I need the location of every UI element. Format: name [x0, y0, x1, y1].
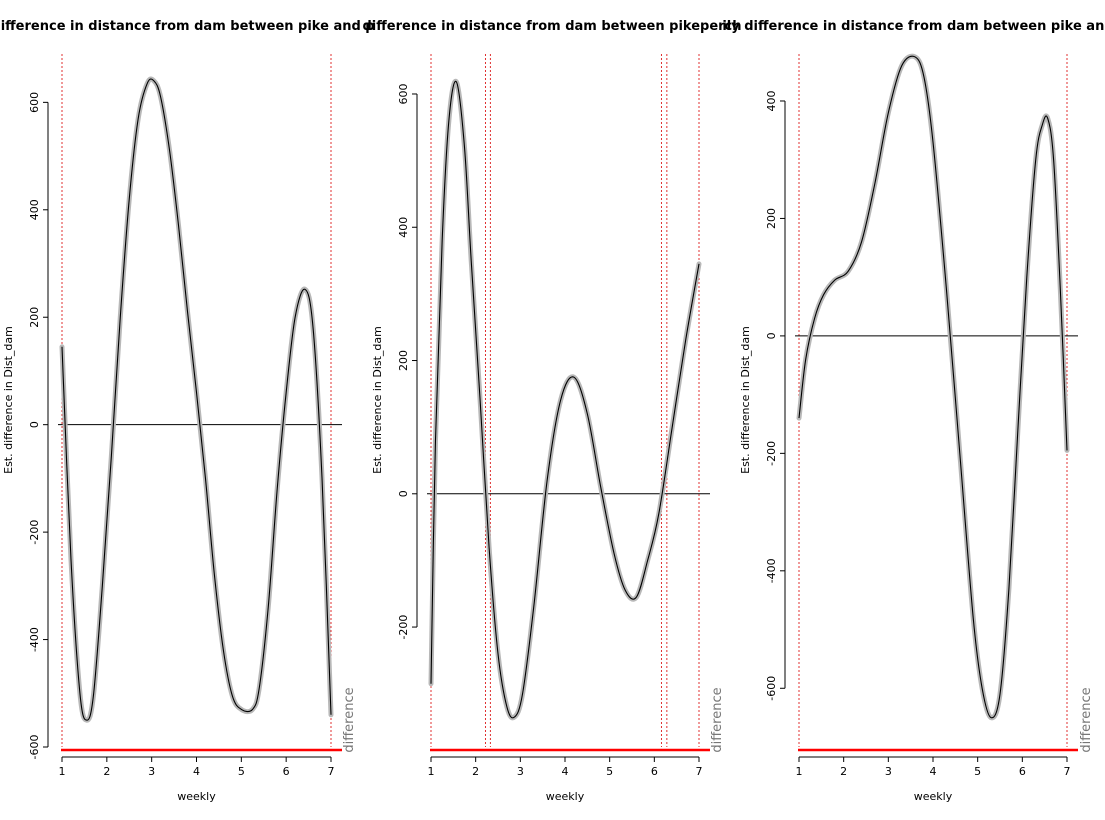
series-line — [430, 80, 700, 719]
y-tick-label: 0 — [765, 332, 778, 339]
y-tick-label: 600 — [397, 83, 410, 104]
x-tick-label: 4 — [193, 765, 200, 778]
x-tick-label: 6 — [283, 765, 290, 778]
x-tick-label: 1 — [428, 765, 435, 778]
y-tick-label: -200 — [765, 441, 778, 466]
y-axis-label: Est. difference in Dist_dam — [371, 326, 384, 474]
y-tick-label: -200 — [28, 520, 41, 545]
difference-label: difference — [1079, 687, 1094, 752]
difference-label: difference — [342, 687, 357, 752]
chart-panel-3: ily difference in distance from dam betw… — [722, 19, 1105, 803]
chart-panel-2: difference in distance from dam between … — [362, 19, 741, 803]
chart-title: difference in distance from dam between … — [0, 19, 375, 34]
y-tick-label: 200 — [28, 307, 41, 328]
x-tick-label: 3 — [517, 765, 524, 778]
x-tick-label: 7 — [696, 765, 703, 778]
x-tick-label: 6 — [651, 765, 658, 778]
x-tick-label: 6 — [1019, 765, 1026, 778]
x-tick-label: 7 — [328, 765, 335, 778]
chart-title: difference in distance from dam between … — [362, 19, 741, 34]
x-tick-label: 1 — [796, 765, 803, 778]
y-tick-label: 400 — [28, 199, 41, 220]
series-line — [798, 55, 1068, 719]
y-tick-label: -200 — [397, 615, 410, 640]
x-tick-label: 7 — [1064, 765, 1071, 778]
y-tick-label: -600 — [28, 735, 41, 760]
y-tick-label: -400 — [28, 627, 41, 652]
y-tick-label: 0 — [397, 490, 410, 497]
difference-label: difference — [710, 687, 725, 752]
y-tick-label: -400 — [765, 558, 778, 583]
x-tick-label: 4 — [930, 765, 937, 778]
x-tick-label: 3 — [148, 765, 155, 778]
confidence-band — [59, 76, 334, 723]
x-tick-label: 5 — [606, 765, 613, 778]
y-axis-label: Est. difference in Dist_dam — [739, 326, 752, 474]
confidence-band — [796, 53, 1070, 721]
x-axis-label: weekly — [546, 790, 585, 803]
y-tick-label: 200 — [397, 350, 410, 371]
y-tick-label: 200 — [765, 208, 778, 229]
x-tick-label: 5 — [238, 765, 245, 778]
x-tick-label: 2 — [103, 765, 110, 778]
x-tick-label: 4 — [562, 765, 569, 778]
y-tick-label: 400 — [397, 217, 410, 238]
x-tick-label: 2 — [472, 765, 479, 778]
confidence-band — [428, 78, 702, 721]
y-tick-label: 600 — [28, 92, 41, 113]
series-line — [61, 78, 332, 721]
y-tick-label: 0 — [28, 421, 41, 428]
x-tick-label: 1 — [59, 765, 66, 778]
x-tick-label: 5 — [974, 765, 981, 778]
x-axis-label: weekly — [914, 790, 953, 803]
x-axis-label: weekly — [177, 790, 216, 803]
chart-title: ily difference in distance from dam betw… — [722, 19, 1105, 34]
x-tick-label: 3 — [885, 765, 892, 778]
y-tick-label: 400 — [765, 90, 778, 111]
chart-panel-1: difference in distance from dam between … — [0, 19, 375, 803]
y-axis-label: Est. difference in Dist_dam — [2, 326, 15, 474]
y-tick-label: -600 — [765, 676, 778, 701]
x-tick-label: 2 — [840, 765, 847, 778]
